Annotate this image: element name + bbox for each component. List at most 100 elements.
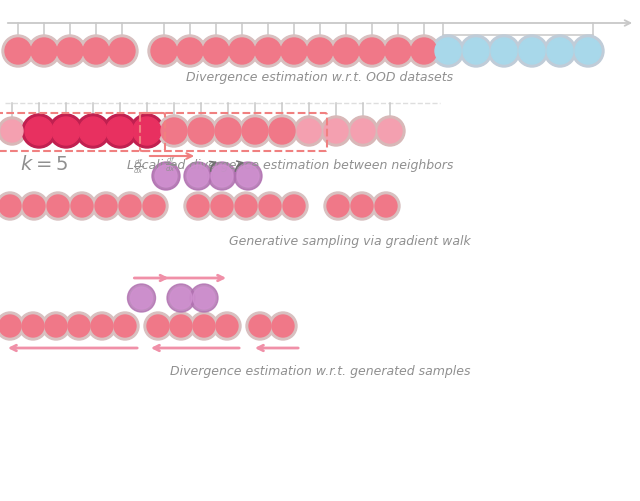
Circle shape: [255, 39, 281, 65]
Circle shape: [193, 315, 215, 337]
Circle shape: [547, 39, 573, 65]
Circle shape: [155, 166, 177, 188]
Circle shape: [463, 39, 489, 65]
Circle shape: [133, 118, 161, 146]
Circle shape: [114, 315, 136, 337]
Circle shape: [411, 39, 437, 65]
Circle shape: [0, 192, 24, 220]
Circle shape: [187, 166, 209, 188]
Circle shape: [575, 39, 601, 65]
Circle shape: [190, 313, 218, 340]
Text: Divergence estimation w.r.t. OOD datasets: Divergence estimation w.r.t. OOD dataset…: [186, 70, 454, 83]
Circle shape: [278, 36, 310, 68]
Circle shape: [213, 313, 241, 340]
Circle shape: [200, 36, 232, 68]
Circle shape: [211, 166, 233, 188]
Circle shape: [54, 36, 86, 68]
Circle shape: [193, 288, 215, 310]
Circle shape: [65, 313, 93, 340]
Circle shape: [127, 285, 156, 313]
Circle shape: [203, 39, 229, 65]
Circle shape: [76, 115, 110, 149]
Circle shape: [356, 36, 388, 68]
Circle shape: [351, 195, 373, 217]
Circle shape: [491, 39, 517, 65]
Circle shape: [269, 119, 295, 145]
Circle shape: [234, 163, 262, 190]
Circle shape: [45, 315, 67, 337]
Circle shape: [544, 36, 576, 68]
Circle shape: [167, 285, 195, 313]
Circle shape: [151, 39, 177, 65]
Circle shape: [92, 192, 120, 220]
Circle shape: [130, 115, 164, 149]
Circle shape: [283, 195, 305, 217]
Circle shape: [28, 36, 60, 68]
Circle shape: [304, 36, 336, 68]
Circle shape: [22, 115, 56, 149]
Circle shape: [249, 315, 271, 337]
Circle shape: [79, 118, 107, 146]
Circle shape: [0, 118, 26, 146]
Circle shape: [351, 120, 375, 144]
Circle shape: [147, 315, 169, 337]
Circle shape: [232, 192, 260, 220]
Circle shape: [190, 285, 218, 313]
Circle shape: [294, 117, 324, 147]
Circle shape: [208, 192, 236, 220]
Circle shape: [382, 36, 414, 68]
Circle shape: [2, 36, 34, 68]
Circle shape: [488, 36, 520, 68]
Circle shape: [375, 195, 397, 217]
Circle shape: [0, 195, 21, 217]
Circle shape: [188, 119, 214, 145]
Circle shape: [131, 288, 152, 310]
Circle shape: [185, 116, 217, 148]
Circle shape: [152, 163, 180, 190]
Circle shape: [119, 195, 141, 217]
Circle shape: [42, 313, 70, 340]
Circle shape: [348, 117, 378, 147]
Circle shape: [516, 36, 548, 68]
Circle shape: [47, 195, 69, 217]
Circle shape: [49, 115, 83, 149]
Circle shape: [0, 313, 24, 340]
Circle shape: [23, 195, 45, 217]
Circle shape: [144, 313, 172, 340]
Circle shape: [269, 313, 297, 340]
Circle shape: [187, 195, 209, 217]
Circle shape: [272, 315, 294, 337]
Circle shape: [327, 195, 349, 217]
Circle shape: [359, 39, 385, 65]
Circle shape: [435, 39, 461, 65]
Circle shape: [170, 315, 192, 337]
Circle shape: [266, 116, 298, 148]
Circle shape: [229, 39, 255, 65]
Circle shape: [68, 315, 90, 337]
Circle shape: [324, 192, 352, 220]
Circle shape: [19, 313, 47, 340]
Circle shape: [216, 315, 238, 337]
Circle shape: [226, 36, 258, 68]
Circle shape: [333, 39, 359, 65]
Circle shape: [167, 313, 195, 340]
Circle shape: [184, 192, 212, 220]
Circle shape: [143, 195, 165, 217]
Circle shape: [170, 288, 192, 310]
Circle shape: [116, 192, 144, 220]
Circle shape: [25, 118, 53, 146]
Circle shape: [111, 313, 139, 340]
Circle shape: [239, 116, 271, 148]
Circle shape: [20, 192, 48, 220]
Circle shape: [375, 117, 405, 147]
Circle shape: [385, 39, 411, 65]
Circle shape: [5, 39, 31, 65]
Circle shape: [22, 315, 44, 337]
Circle shape: [252, 36, 284, 68]
Circle shape: [408, 36, 440, 68]
Circle shape: [148, 36, 180, 68]
Circle shape: [211, 195, 233, 217]
Circle shape: [71, 195, 93, 217]
Circle shape: [106, 36, 138, 68]
Circle shape: [215, 119, 241, 145]
